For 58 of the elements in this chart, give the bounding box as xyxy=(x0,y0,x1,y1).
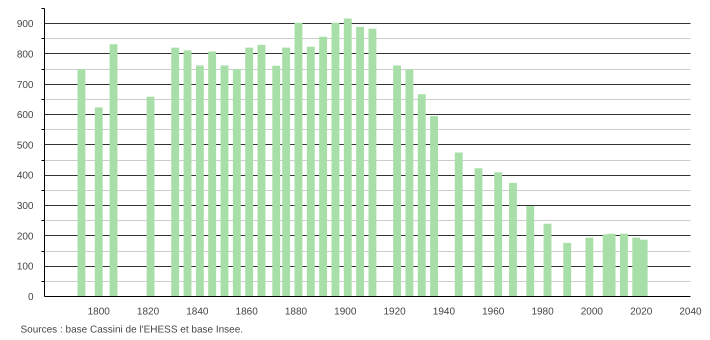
bar xyxy=(430,116,438,296)
bar xyxy=(78,69,86,296)
x-tick-label: 1920 xyxy=(384,306,406,318)
x-tick-label: 1900 xyxy=(334,306,357,318)
bar xyxy=(620,234,628,296)
x-tick-label: 1840 xyxy=(186,306,209,318)
bar xyxy=(544,224,552,296)
bar xyxy=(282,48,290,296)
y-tick-label: 600 xyxy=(16,110,34,122)
source-note: Sources : base Cassini de l'EHESS et base Insee. xyxy=(20,324,244,336)
bar xyxy=(220,65,228,296)
y-tick-label: 300 xyxy=(16,201,34,212)
bar xyxy=(110,44,118,296)
y-tick-label: 500 xyxy=(16,140,34,152)
bar xyxy=(258,44,266,296)
bar xyxy=(509,182,517,296)
bar xyxy=(232,69,241,296)
bar xyxy=(393,65,402,296)
y-tick-label: 100 xyxy=(16,262,34,273)
bar xyxy=(94,107,103,296)
y-tick-label: 800 xyxy=(16,49,34,60)
x-tick-label: 1880 xyxy=(284,306,308,318)
bar xyxy=(245,48,254,296)
bar xyxy=(272,66,280,296)
x-tick-label: 2040 xyxy=(679,306,702,318)
x-tick-label: 2000 xyxy=(580,306,604,318)
bar xyxy=(332,22,340,296)
bar xyxy=(585,238,594,296)
bar xyxy=(526,206,534,296)
x-tick-label: 1820 xyxy=(136,306,160,318)
bar xyxy=(294,22,302,296)
x-tick-label: 1860 xyxy=(236,306,258,318)
bar xyxy=(171,48,180,296)
y-tick-label: 0 xyxy=(28,292,34,303)
x-tick-label: 1960 xyxy=(482,306,505,318)
bar xyxy=(208,52,216,296)
bar xyxy=(184,50,192,296)
x-tick-label: 2020 xyxy=(630,306,653,318)
x-tick-label: 1800 xyxy=(88,306,110,318)
bar xyxy=(418,94,426,296)
y-tick-label: 900 xyxy=(16,19,34,30)
y-tick-label: 200 xyxy=(16,231,34,242)
bar xyxy=(196,65,204,296)
bar xyxy=(474,168,482,296)
bar xyxy=(494,172,502,296)
x-tick-label: 1980 xyxy=(531,306,554,318)
bar xyxy=(319,36,328,296)
bar xyxy=(146,96,154,296)
y-tick-label: 400 xyxy=(16,170,34,182)
bar xyxy=(368,28,376,296)
y-tick-label: 700 xyxy=(16,80,34,91)
bar xyxy=(563,242,572,296)
bar xyxy=(356,26,364,296)
bar xyxy=(306,46,315,296)
bar xyxy=(344,18,352,296)
x-tick-label: 1940 xyxy=(432,306,456,318)
bar xyxy=(454,152,463,296)
bar xyxy=(405,69,414,296)
